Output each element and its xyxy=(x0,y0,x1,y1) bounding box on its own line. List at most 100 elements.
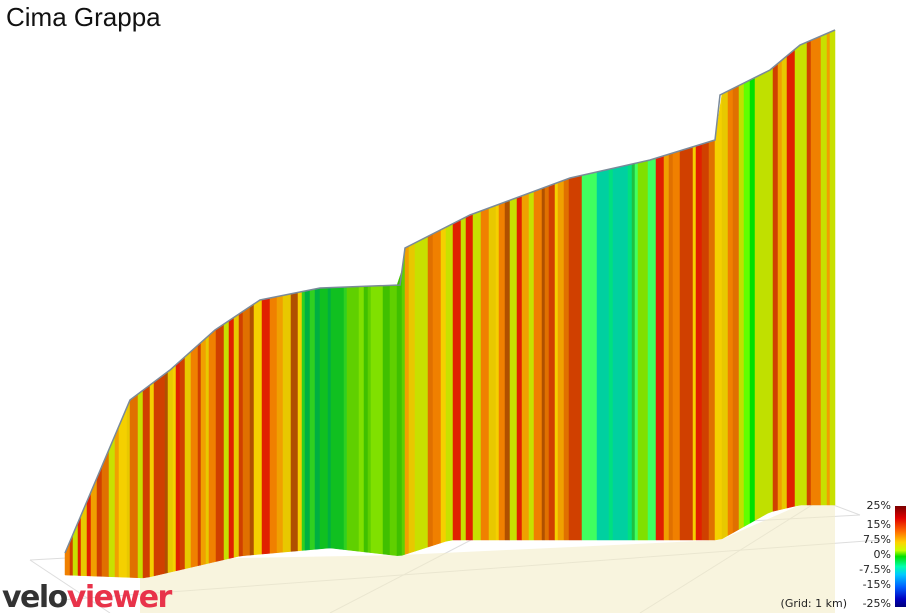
gradient-segment xyxy=(521,192,530,541)
gradient-segment xyxy=(749,77,756,524)
gradient-segment xyxy=(568,176,576,541)
gradient-segment xyxy=(816,35,822,506)
gradient-segment xyxy=(701,141,710,541)
gradient-segment xyxy=(432,229,442,546)
gradient-segment xyxy=(382,285,391,556)
gradient-segment xyxy=(228,316,235,559)
gradient-segment xyxy=(480,207,490,541)
gradient-segment xyxy=(509,197,518,541)
gradient-segment xyxy=(495,203,500,541)
gradient-segment xyxy=(528,190,535,541)
gradient-segment xyxy=(655,155,665,541)
gradient-segment xyxy=(108,435,116,578)
gradient-segment xyxy=(301,290,306,551)
gradient-segment xyxy=(714,93,723,541)
veloviewer-logo[interactable]: veloviewer xyxy=(2,580,172,615)
gradient-segment xyxy=(153,377,160,577)
gradient-segment xyxy=(190,344,199,568)
gradient-segment xyxy=(574,174,583,541)
gradient-segment xyxy=(238,310,244,557)
gradient-segment xyxy=(233,313,240,558)
gradient-segment xyxy=(319,287,329,550)
gradient-segment xyxy=(803,41,808,506)
gradient-segment xyxy=(419,235,429,550)
gradient-segment xyxy=(126,399,131,578)
colorbar-tick: -7.5% xyxy=(859,563,891,576)
gradient-segment xyxy=(563,178,570,541)
gradient-segment xyxy=(249,303,255,556)
gradient-segment xyxy=(581,173,591,541)
gradient-segment xyxy=(642,160,649,541)
gradient-segment xyxy=(554,182,559,541)
profile-outline xyxy=(64,29,836,554)
gradient-segment xyxy=(732,85,740,534)
gradient-segment xyxy=(72,522,79,576)
gradient-segment xyxy=(286,293,292,553)
gradient-segment xyxy=(692,145,697,541)
grid-note: (Grid: 1 km) xyxy=(780,597,847,610)
gradient-segment xyxy=(672,150,681,541)
gradient-segment xyxy=(634,162,639,541)
gradient-segment xyxy=(336,286,345,550)
gradient-segment xyxy=(327,287,332,549)
gradient-segment xyxy=(184,350,192,570)
gradient-segment xyxy=(695,143,703,541)
gradient-segment xyxy=(754,74,761,521)
gradient-segment xyxy=(223,320,230,561)
gradient-segment xyxy=(330,287,338,550)
gradient-segment xyxy=(708,139,716,541)
gradient-segment xyxy=(90,477,98,577)
gradient-segment xyxy=(114,425,120,578)
gradient-segment xyxy=(261,297,271,555)
gradient-segment xyxy=(794,44,802,507)
gradient-segment xyxy=(557,179,565,541)
gradient-segment xyxy=(200,337,207,566)
gradient-segment xyxy=(772,62,779,512)
gradient-segment xyxy=(253,299,263,556)
gradient-segment xyxy=(370,285,378,554)
gradient-segment xyxy=(647,157,657,541)
gradient-segment xyxy=(826,31,831,506)
gradient-segment xyxy=(589,171,598,541)
gradient-segment xyxy=(408,242,416,554)
gradient-segment xyxy=(172,364,177,572)
gradient-segment xyxy=(175,360,181,572)
gradient-segment xyxy=(358,286,365,553)
profile-reflection xyxy=(140,505,835,613)
gradient-segment xyxy=(179,356,186,571)
gradient-segment xyxy=(142,384,151,579)
gradient-segment xyxy=(679,147,689,541)
gradient-segment xyxy=(343,286,348,551)
gradient-segment xyxy=(309,288,316,551)
gradient-segment xyxy=(516,195,523,541)
gradient-segment xyxy=(504,199,511,541)
gradient-segment xyxy=(460,216,467,541)
colorbar-tick: 25% xyxy=(866,499,891,512)
gradient-segment xyxy=(77,515,82,576)
gradient-segment xyxy=(612,166,621,541)
gradient-segment xyxy=(401,247,406,556)
gradient-segment xyxy=(440,226,447,544)
gradient-segment xyxy=(800,42,805,506)
gradient-segment xyxy=(376,285,381,554)
gradient-segment xyxy=(721,90,729,540)
gradient-segment xyxy=(396,270,403,556)
gradient-segment xyxy=(389,284,398,556)
gradient-segment xyxy=(743,79,751,527)
gradient-segment xyxy=(101,449,110,577)
gradient-segment xyxy=(452,219,462,541)
gradient-segment xyxy=(541,186,546,541)
gradient-segment xyxy=(242,306,251,557)
gradient-segment xyxy=(488,205,497,541)
gradient-segment xyxy=(637,161,644,541)
gradient-segment xyxy=(601,169,606,541)
gradient-segment xyxy=(290,292,299,552)
floor-grid-line xyxy=(29,559,111,613)
gradient-segment xyxy=(215,323,225,562)
gradient-segment xyxy=(608,168,614,541)
gradient-colorbar xyxy=(895,506,906,607)
gradient-segment xyxy=(282,294,288,553)
gradient-segment xyxy=(197,341,202,567)
gradient-segment xyxy=(777,59,783,511)
